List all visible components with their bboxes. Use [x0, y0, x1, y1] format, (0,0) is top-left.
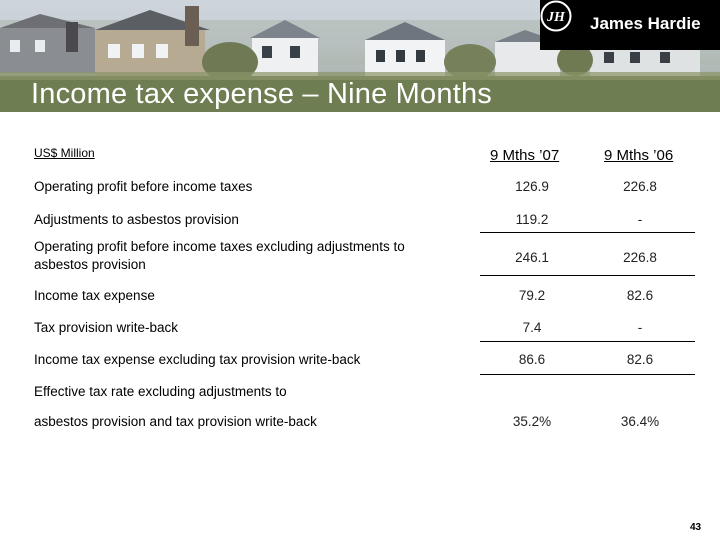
jh-logo-icon: JH: [540, 0, 572, 32]
value-07: 246.1: [515, 250, 549, 265]
total-rule: [480, 374, 695, 375]
row-label: Tax provision write-back: [34, 320, 179, 335]
value-06: -: [637, 212, 643, 227]
row-label-line1: Effective tax rate excluding adjustments…: [34, 384, 287, 399]
value-06: 82.6: [626, 352, 654, 367]
column-header-9mths-06: 9 Mths ’06: [604, 147, 674, 164]
brand-logo: JH James Hardie: [540, 0, 720, 50]
value-07: 126.9: [515, 179, 549, 194]
header-banner: Income tax expense – Nine Months JH Jame…: [0, 0, 720, 112]
column-header-9mths-07: 9 Mths ’07: [490, 147, 560, 164]
svg-text:JH: JH: [546, 10, 566, 25]
subtotal-rule: [480, 341, 695, 342]
row-label: Adjustments to asbestos provision: [34, 212, 239, 227]
page-title: Income tax expense – Nine Months: [31, 78, 492, 110]
row-label-line1: Operating profit before income taxes exc…: [34, 239, 405, 254]
value-06: 226.8: [623, 179, 657, 194]
value-06: 36.4%: [620, 414, 660, 429]
row-label-line2: asbestos provision: [34, 257, 146, 272]
unit-label: US$ Million: [34, 146, 95, 160]
brand-name: James Hardie: [590, 14, 701, 33]
value-06: 226.8: [623, 250, 657, 265]
row-label-line2: asbestos provision and tax provision wri…: [34, 414, 317, 429]
value-07: 7.4: [522, 320, 542, 335]
page-number: 43: [690, 522, 702, 533]
value-06: 82.6: [626, 288, 654, 303]
row-label: Income tax expense: [34, 288, 155, 303]
subtotal-rule: [480, 232, 695, 233]
value-07: 35.2%: [512, 414, 552, 429]
value-06: -: [637, 320, 643, 335]
value-07: 119.2: [515, 212, 549, 227]
value-07: 79.2: [518, 288, 546, 303]
row-label: Income tax expense excluding tax provisi…: [34, 352, 361, 367]
value-07: 86.6: [518, 352, 546, 367]
total-rule: [480, 275, 695, 276]
row-label: Operating profit before income taxes: [34, 179, 253, 194]
